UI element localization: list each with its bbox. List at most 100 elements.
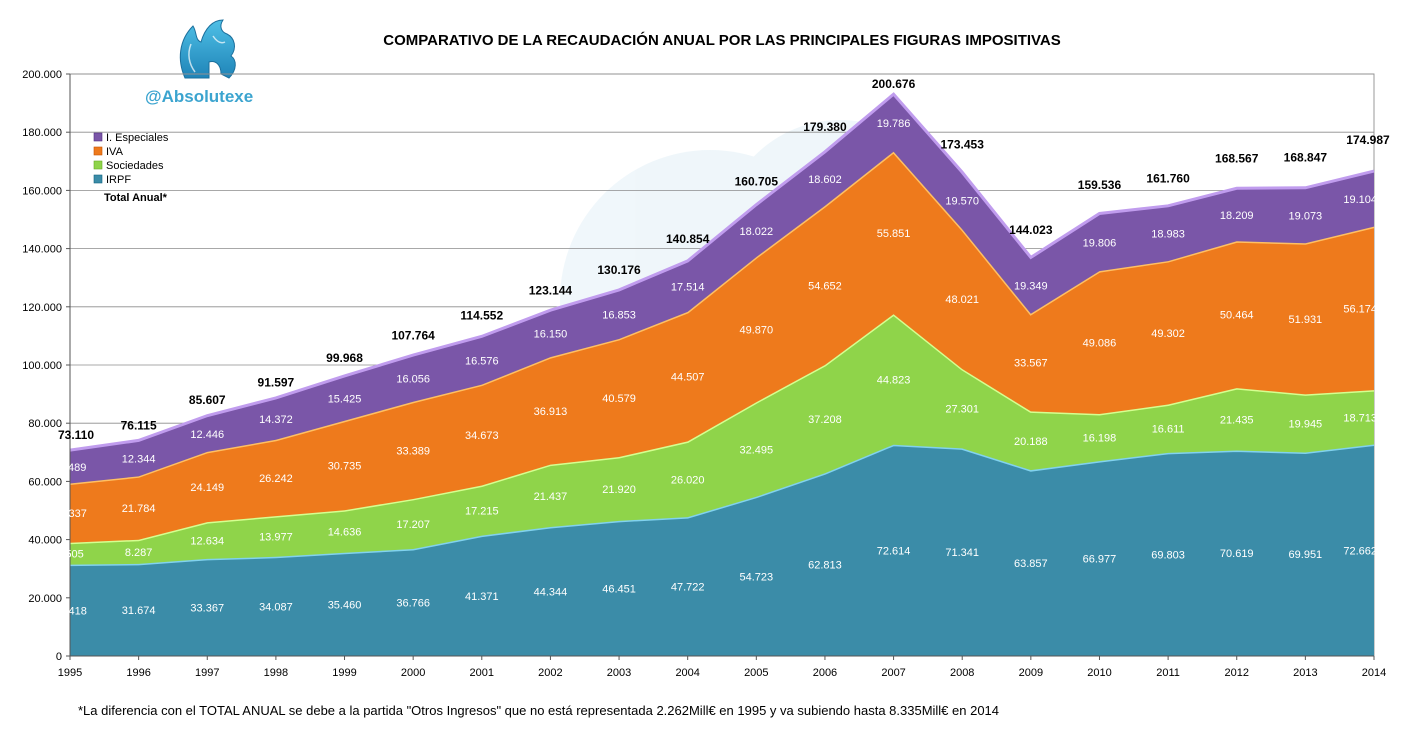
x-tick-label: 2001 — [470, 667, 494, 679]
data-label: 19.786 — [877, 118, 911, 130]
x-tick-label: 1995 — [58, 667, 82, 679]
data-label: 31.418 — [53, 605, 87, 617]
data-label: 18.602 — [808, 174, 842, 186]
total-label: 140.854 — [666, 232, 710, 246]
data-label: 16.150 — [534, 329, 568, 341]
total-label: 174.987 — [1346, 133, 1390, 147]
data-label: 72.662 — [1343, 545, 1377, 557]
x-tick-label: 2011 — [1156, 667, 1180, 679]
data-label: 54.652 — [808, 280, 842, 292]
chart-title: COMPARATIVO DE LA RECAUDACIÓN ANUAL POR … — [383, 31, 1061, 49]
x-tick-label: 1998 — [264, 667, 288, 679]
data-label: 31.674 — [122, 605, 156, 617]
y-tick-label: 120.000 — [22, 302, 62, 314]
total-label: 173.453 — [941, 137, 985, 151]
data-label: 11.489 — [54, 462, 87, 474]
data-label: 21.437 — [534, 491, 568, 503]
data-label: 8.287 — [125, 547, 153, 559]
total-label: 73.110 — [58, 428, 94, 442]
data-label: 27.301 — [945, 404, 979, 416]
total-label: 168.847 — [1284, 151, 1328, 165]
data-label: 13.977 — [259, 531, 293, 543]
data-label: 19.806 — [1083, 237, 1117, 249]
y-tick-label: 40.000 — [28, 535, 62, 547]
data-label: 20.188 — [1014, 436, 1048, 448]
total-label: 179.380 — [803, 120, 847, 134]
data-label: 16.198 — [1083, 433, 1117, 445]
data-label: 21.435 — [1220, 414, 1254, 426]
legend-swatch-irpf — [93, 174, 103, 184]
data-label: 17.207 — [396, 519, 430, 531]
x-tick-label: 2012 — [1224, 667, 1248, 679]
data-label: 34.673 — [465, 430, 499, 442]
data-label: 19.104 — [1343, 194, 1377, 206]
data-label: 18.209 — [1220, 210, 1254, 222]
data-label: 30.735 — [328, 461, 362, 473]
legend-swatch-i-especiales — [93, 132, 103, 142]
data-label: 44.823 — [877, 374, 911, 386]
total-label: 160.705 — [735, 174, 779, 188]
data-label: 51.931 — [1289, 314, 1323, 326]
data-label: 49.870 — [739, 325, 773, 337]
x-tick-label: 1997 — [195, 667, 219, 679]
total-labels: 73.110 76.115 85.607 91.597 99.968 107.764 114… — [58, 77, 1390, 442]
data-label: 15.425 — [328, 393, 362, 405]
total-label: 123.144 — [529, 284, 573, 298]
y-tick-label: 100.000 — [22, 360, 62, 372]
data-label: 21.920 — [602, 484, 636, 496]
x-tick-label: 2005 — [744, 667, 768, 679]
data-label: 26.020 — [671, 474, 705, 486]
data-label: 36.766 — [396, 598, 430, 610]
legend-label-iva: IVA — [106, 146, 124, 158]
data-label: 55.851 — [877, 228, 911, 240]
data-label: 54.723 — [739, 571, 773, 583]
area-i-especiales — [70, 94, 1374, 484]
data-label: 63.857 — [1014, 558, 1048, 570]
data-label: 16.576 — [465, 355, 499, 367]
total-label: 99.968 — [326, 351, 363, 365]
y-tick-label: 200.000 — [22, 69, 62, 81]
data-label: 36.913 — [534, 406, 568, 418]
x-tick-label: 2008 — [950, 667, 974, 679]
y-tick-label: 60.000 — [28, 476, 62, 488]
legend-swatch-sociedades — [93, 160, 103, 170]
total-label: 85.607 — [189, 393, 226, 407]
data-label: 16.611 — [1152, 424, 1185, 436]
legend: I. Especiales IVA Sociedades IRPF Total Anua… — [93, 132, 169, 204]
total-label: 159.536 — [1078, 178, 1122, 192]
x-tick-label: 2007 — [881, 667, 905, 679]
stacked-areas — [69, 92, 1375, 656]
x-tick-label: 2002 — [538, 667, 562, 679]
x-tick-label: 2013 — [1293, 667, 1317, 679]
data-label: 56.174 — [1343, 303, 1377, 315]
data-label: 37.208 — [808, 414, 842, 426]
data-label: 33.389 — [396, 445, 430, 457]
griffin-logo-icon — [179, 19, 236, 79]
total-label: 200.676 — [872, 77, 916, 91]
data-label: 33.567 — [1014, 358, 1048, 370]
data-label: 48.021 — [945, 294, 979, 306]
legend-label-i-especiales: I. Especiales — [106, 132, 169, 144]
brand-logo: @Absolutexe — [145, 19, 253, 106]
data-label: 41.371 — [465, 591, 499, 603]
data-label: 49.302 — [1151, 328, 1185, 340]
data-label: 34.087 — [259, 601, 293, 613]
y-tick-label: 20.000 — [28, 593, 62, 605]
data-label: 19.945 — [1289, 418, 1323, 430]
data-label: 49.086 — [1083, 338, 1117, 350]
legend-label-total: Total Anual* — [104, 192, 168, 204]
data-label: 62.813 — [808, 560, 842, 572]
area-irpf — [70, 444, 1374, 656]
y-tick-label: 140.000 — [22, 244, 62, 256]
data-label: 7.505 — [56, 549, 84, 561]
data-label: 26.242 — [259, 473, 293, 485]
x-tick-label: 2003 — [607, 667, 631, 679]
data-label: 44.507 — [671, 372, 705, 384]
data-label: 19.073 — [1289, 211, 1323, 223]
data-label: 32.495 — [739, 444, 773, 456]
data-label: 12.634 — [190, 536, 224, 548]
data-label: 18.713 — [1343, 412, 1377, 424]
x-tick-label: 2014 — [1362, 667, 1386, 679]
data-label: 14.372 — [259, 414, 293, 426]
